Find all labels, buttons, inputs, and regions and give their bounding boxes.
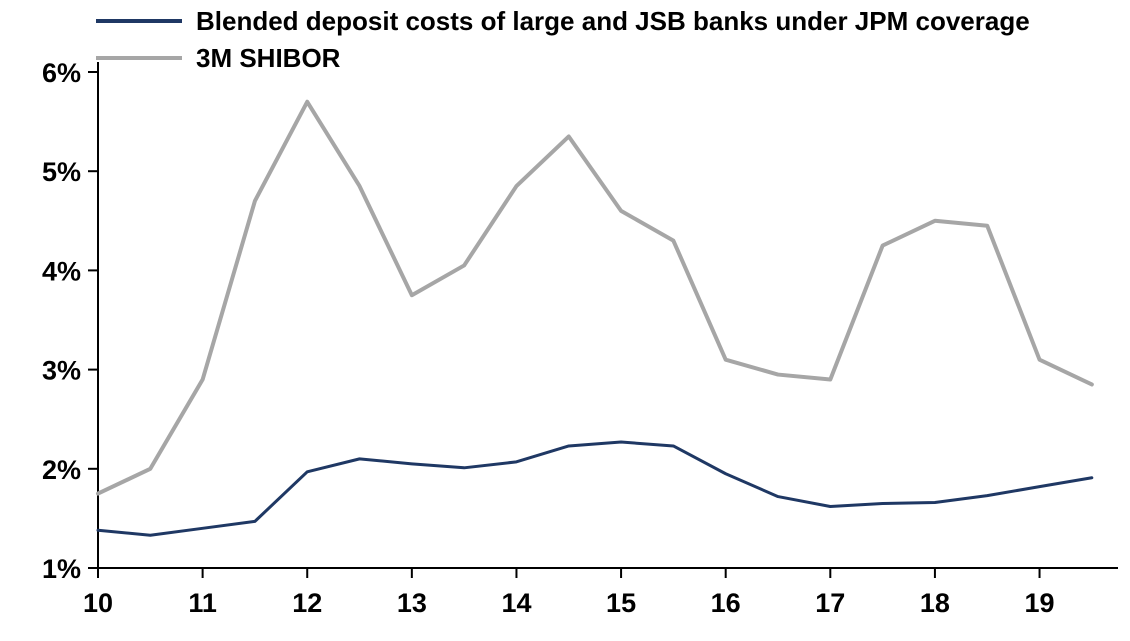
x-tick-label: 19 — [1025, 588, 1055, 618]
series-line-1 — [96, 99, 1094, 496]
legend: Blended deposit costs of large and JSB b… — [96, 5, 1030, 74]
x-tick-label: 12 — [292, 588, 322, 618]
x-tick-label: 15 — [606, 588, 636, 618]
x-tick-label: 18 — [920, 588, 950, 618]
legend-label-deposit-costs: Blended deposit costs of large and JSB b… — [196, 6, 1030, 36]
y-tick-label: 2% — [42, 455, 81, 485]
y-tick-label: 6% — [42, 58, 81, 88]
x-tick-label: 13 — [397, 588, 427, 618]
y-tick-label: 3% — [42, 356, 81, 386]
x-tick-label: 17 — [815, 588, 845, 618]
series-line-0 — [96, 440, 1094, 537]
legend-label-shibor: 3M SHIBOR — [196, 43, 341, 73]
y-tick-label: 4% — [42, 256, 81, 286]
y-tick-label: 1% — [42, 554, 81, 584]
x-tick-label: 16 — [711, 588, 741, 618]
legend-item-shibor: 3M SHIBOR — [96, 42, 1030, 74]
legend-line-swatch-gray — [96, 56, 182, 60]
x-tick-label: 14 — [501, 588, 531, 618]
legend-line-swatch-navy — [96, 19, 182, 23]
legend-item-deposit-costs: Blended deposit costs of large and JSB b… — [96, 5, 1030, 37]
x-tick-label: 10 — [83, 588, 113, 618]
x-tick-label: 11 — [188, 588, 217, 618]
y-tick-label: 5% — [42, 157, 81, 187]
